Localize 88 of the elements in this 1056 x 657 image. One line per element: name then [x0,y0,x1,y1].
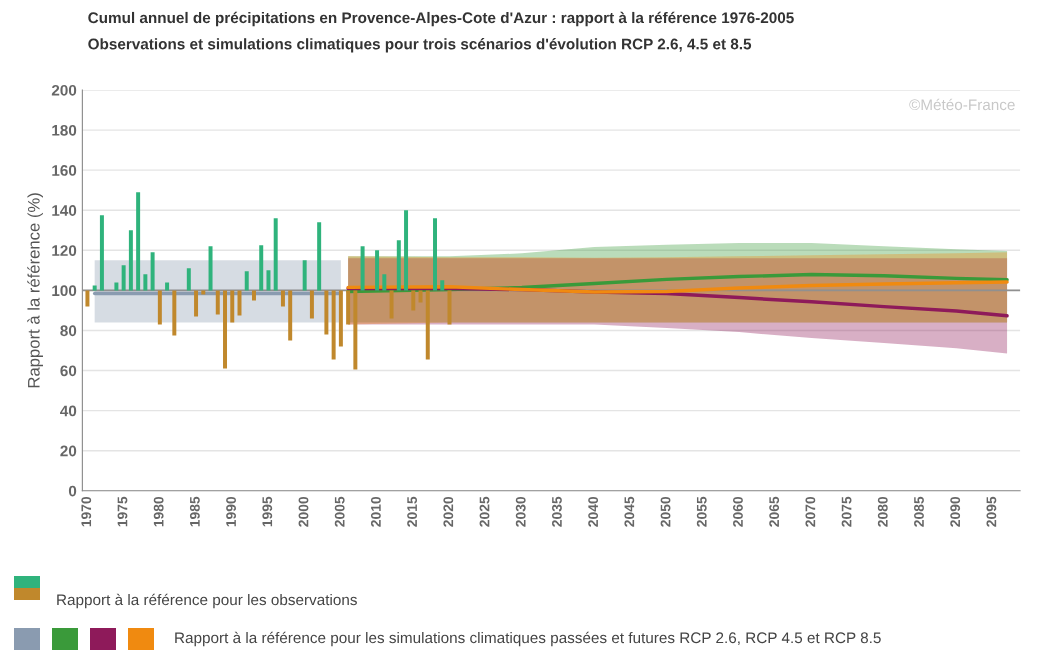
x-tick-label: 1975 [117,496,128,527]
bar [150,252,155,291]
bar [331,290,336,360]
y-tick-label: 80 [60,325,77,337]
bar [208,246,213,291]
bar [317,222,322,291]
x-tick-label: 2025 [479,496,490,527]
bar [280,290,285,307]
bar [346,290,351,325]
x-tick-label: 2010 [370,496,381,527]
x-tick-label: 2015 [407,496,418,527]
bar [309,290,314,319]
bar [99,215,104,291]
y-tick-label: 100 [52,285,77,297]
bar [404,210,409,291]
bar [186,268,191,291]
bar [223,290,228,369]
y-tick-label: 40 [60,405,77,417]
bar [230,290,235,323]
bar [418,290,423,303]
x-tick-label: 1985 [189,496,200,527]
bar [375,250,380,291]
x-tick-label: 2090 [950,496,961,527]
bar [92,285,97,291]
y-tick-label: 0 [68,485,77,497]
bar [201,290,206,295]
x-tick-label: 1990 [226,496,236,527]
chart-subtitle: Observations et simulations climatiques pour trois scénarios d'évolution RCP 2.6, 4.5 et 8.5 [88,38,752,53]
x-tick-label: 2000 [298,496,309,527]
bar [172,290,177,336]
bar [288,290,293,341]
bar [259,245,264,291]
x-tick-label: 2045 [624,496,635,527]
y-tick-label: 200 [51,84,77,96]
bar [121,265,126,291]
x-tick-label: 1970 [81,496,92,527]
bar [244,271,249,291]
x-tick-label: 2070 [805,496,816,527]
x-tick-label: 1995 [262,496,273,527]
y-tick-label: 60 [60,365,77,377]
x-tick-label: 2095 [986,496,997,527]
x-tick-label: 2085 [914,496,924,527]
x-tick-label: 2030 [515,496,526,527]
bar [143,274,148,291]
bar [360,246,365,291]
bar [251,290,256,301]
x-tick-label: 2075 [841,496,852,527]
bar [157,290,162,325]
bar [382,274,387,291]
legend-label: Rapport à la référence pour les simulations climatiques passées et futures RCP 2.6, RCP 4.5 et RCP 8.5 [175,631,881,647]
bar [194,290,199,317]
y-tick-label: 120 [52,245,77,256]
x-tick-label: 2005 [334,496,345,527]
bar [136,192,141,291]
x-tick-label: 2060 [733,496,743,527]
bar [85,290,90,307]
legend-label: Rapport à la référence pour les observations [57,593,357,609]
bar [128,230,133,291]
line-series [346,280,1009,294]
y-axis-title: Rapport à la référence (%) [27,193,43,388]
y-tick-label: 140 [52,205,77,216]
x-tick-label: 2040 [588,496,599,527]
y-tick-label: 20 [60,445,77,457]
x-tick-label: 2050 [660,496,671,527]
bar [302,260,307,291]
x-tick-label: 2035 [552,496,562,527]
bar [440,280,445,291]
bar [324,290,329,335]
bar [396,240,401,291]
bar [165,282,170,291]
bar [353,290,358,370]
bar [425,290,430,360]
x-tick-label: 1980 [153,496,164,527]
x-tick-label: 2020 [443,496,454,527]
x-tick-label: 2055 [696,496,707,527]
bar [433,218,437,291]
x-tick-label: 2065 [769,496,780,527]
bar [389,290,394,319]
bar [338,290,343,347]
bar [114,282,119,291]
x-tick-label: 2080 [877,496,888,527]
bar [273,218,278,291]
y-tick-label: 180 [52,124,77,136]
chart-title: Cumul annuel de précipitations en Provence-Alpes-Cote d'Azur : rapport à la référence 1976-2005 [88,11,794,27]
bar [215,290,220,315]
bar [266,270,271,291]
y-tick-label: 160 [52,165,77,176]
bar [411,290,416,311]
